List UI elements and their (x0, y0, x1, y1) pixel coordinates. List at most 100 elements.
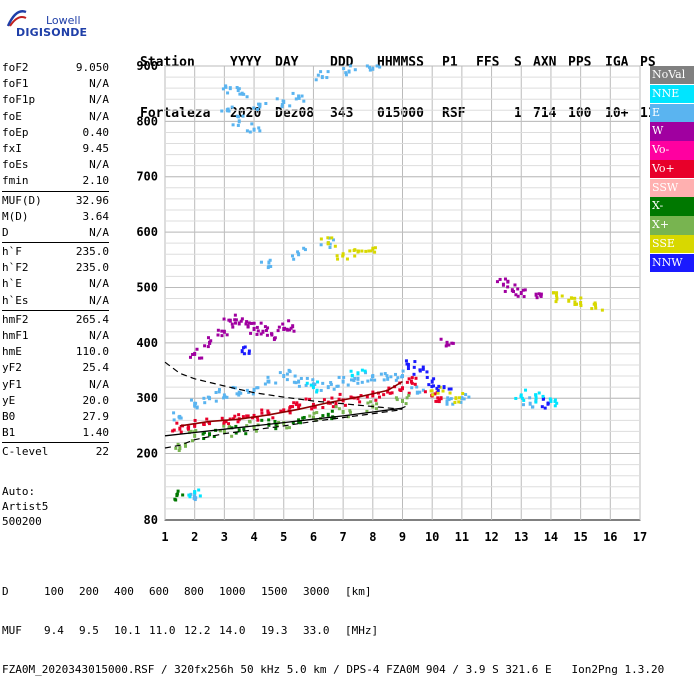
echo-point (250, 122, 254, 126)
param-value: N/A (89, 277, 109, 291)
echo-point (188, 495, 192, 499)
echo-point (389, 375, 393, 379)
echo-point (273, 419, 277, 423)
echo-point (386, 389, 390, 394)
echo-point (274, 381, 278, 385)
echo-point (236, 420, 240, 424)
echo-point (395, 398, 399, 402)
echo-point (321, 381, 325, 385)
echo-point (347, 69, 351, 74)
echo-point (242, 346, 246, 350)
echo-point (176, 442, 180, 446)
echo-point (344, 71, 348, 75)
echo-point (237, 321, 241, 326)
echo-point (310, 407, 314, 411)
echo-point (236, 115, 240, 119)
echo-point (407, 391, 411, 395)
echo-point (543, 406, 547, 410)
echo-point (425, 370, 429, 374)
echo-point (313, 382, 317, 386)
footer-d-5: 800 (184, 585, 204, 598)
echo-point (336, 257, 340, 261)
echo-point (223, 395, 227, 399)
echo-point (553, 404, 557, 408)
echo-point (413, 382, 417, 386)
echo-point (382, 393, 386, 397)
echo-point (342, 375, 346, 379)
echo-point (233, 414, 237, 418)
echo-point (360, 249, 364, 253)
echo-point (202, 437, 206, 441)
param-value: 25.4 (82, 361, 110, 375)
echo-point (432, 384, 436, 388)
echo-point (319, 388, 323, 392)
echo-point (234, 318, 238, 322)
echo-point (445, 340, 449, 345)
echo-point (542, 396, 546, 400)
param-name: M(D) (2, 209, 29, 223)
y-tick-label: 600 (136, 225, 158, 239)
echo-point (367, 249, 371, 253)
echo-point (235, 85, 239, 89)
echo-point (222, 424, 226, 428)
echo-point (506, 285, 510, 289)
echo-point (237, 428, 241, 433)
echo-point (311, 378, 315, 382)
echo-point (364, 371, 368, 375)
echo-point (206, 395, 210, 399)
footer-muf-9: [MHz] (345, 624, 379, 637)
echo-point (449, 387, 453, 391)
echo-point (425, 375, 429, 379)
echo-point (590, 307, 594, 311)
legend-item-ssw: SSW (650, 178, 694, 198)
echo-point (375, 64, 379, 68)
echo-point (226, 107, 230, 111)
y-tick-label: 200 (136, 447, 158, 461)
echo-point (398, 388, 402, 392)
echo-point (195, 405, 199, 409)
x-tick-label: 5 (280, 530, 287, 544)
echo-point (222, 329, 226, 334)
echo-point (356, 376, 360, 381)
echo-point (311, 402, 315, 407)
echo-point (412, 365, 416, 369)
echo-point (189, 398, 193, 402)
echo-point (371, 66, 375, 71)
echo-point (292, 401, 296, 405)
y-tick-label: 400 (136, 336, 158, 350)
legend-item-x: X- (650, 197, 694, 216)
echo-point (258, 105, 262, 109)
echo-point (514, 293, 518, 297)
echo-point (289, 326, 293, 330)
echo-point (363, 369, 367, 373)
echo-point (348, 410, 352, 414)
echo-point (202, 396, 206, 400)
param-value: N/A (89, 225, 109, 239)
echo-point (256, 329, 260, 333)
echo-point (277, 420, 281, 424)
param-name: fmin (2, 174, 29, 188)
param-row: foF1p N/A (2, 92, 109, 108)
param-separator (2, 309, 109, 311)
param-row: MUF(D) 32.96 (2, 193, 109, 209)
echo-point (451, 402, 455, 406)
auto-algorithm: Artist5 (2, 500, 49, 513)
echo-point (371, 393, 375, 398)
profile-trace (164, 361, 403, 410)
y-tick-label: 800 (136, 114, 158, 128)
echo-point (294, 403, 298, 407)
echo-point (442, 385, 446, 390)
echo-point (373, 246, 377, 250)
echo-point (353, 376, 357, 380)
param-value: 27.9 (82, 409, 110, 423)
echo-point (258, 129, 262, 133)
ionogram-plot: 1 2 3 4 5 6 7 8 9 10 11 12 13 14 15 16 17802003004005006… (136, 59, 647, 544)
echo-point (237, 87, 241, 91)
echo-point (233, 313, 237, 317)
echo-point (225, 333, 229, 337)
echo-point (522, 398, 526, 402)
param-row: yE 20.0 (2, 393, 109, 409)
footer-d-4: 600 (149, 585, 169, 598)
echo-point (416, 391, 420, 395)
echo-point (374, 407, 378, 411)
